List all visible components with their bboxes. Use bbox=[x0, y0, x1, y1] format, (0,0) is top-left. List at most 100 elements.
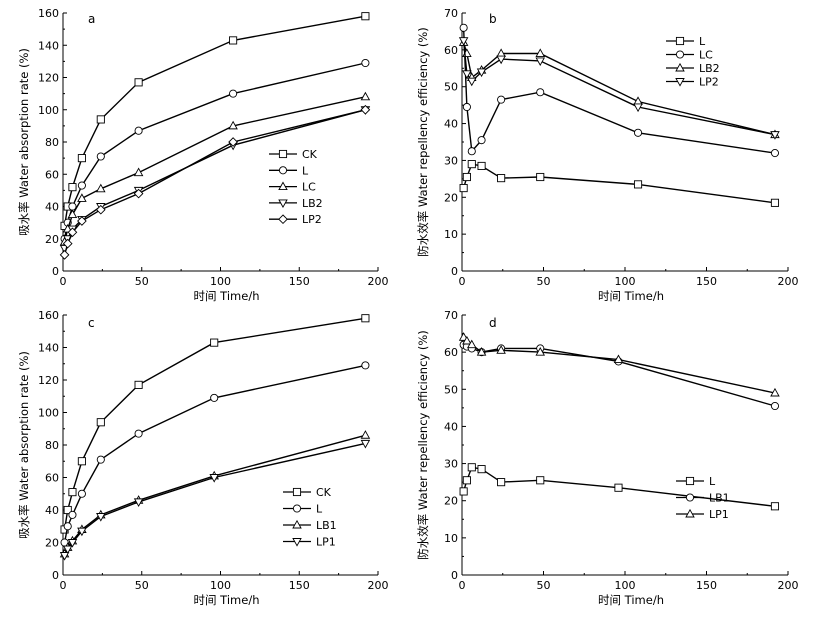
data-point bbox=[68, 510, 77, 519]
legend-label: CK bbox=[316, 486, 332, 499]
data-point bbox=[467, 160, 476, 169]
series-L bbox=[459, 463, 780, 511]
x-tick-label: 0 bbox=[60, 579, 67, 592]
legend-marker bbox=[292, 538, 302, 547]
x-tick-label: 200 bbox=[368, 275, 389, 288]
data-point bbox=[229, 89, 238, 98]
y-axis-title: 防水效率 Water repellency efficiency (%) bbox=[416, 27, 430, 257]
y-tick-label: 50 bbox=[444, 81, 458, 94]
data-point bbox=[59, 250, 70, 260]
data-point bbox=[59, 552, 70, 561]
x-tick-label: 100 bbox=[615, 275, 636, 288]
data-point bbox=[134, 126, 143, 135]
data-point bbox=[770, 131, 780, 140]
data-point bbox=[497, 95, 506, 104]
legend-item: LB1 bbox=[283, 519, 337, 532]
x-tick-label: 100 bbox=[210, 275, 231, 288]
data-point bbox=[477, 465, 486, 474]
legend-item: LC bbox=[666, 49, 713, 62]
legend-label: LC bbox=[699, 49, 713, 62]
y-tick-label: 160 bbox=[38, 7, 59, 20]
y-tick-label: 40 bbox=[45, 201, 59, 214]
legend-marker bbox=[675, 36, 685, 46]
legend-item: LP2 bbox=[666, 76, 719, 89]
series-line bbox=[63, 109, 366, 249]
y-tick-label: 0 bbox=[451, 265, 458, 278]
data-point bbox=[536, 476, 545, 485]
x-axis-title: 时间 Time/h bbox=[194, 593, 260, 607]
y-tick-label: 20 bbox=[45, 537, 59, 550]
y-tick-label: 120 bbox=[38, 374, 59, 387]
data-point bbox=[67, 209, 78, 219]
data-point bbox=[361, 314, 370, 323]
data-point bbox=[63, 522, 72, 531]
data-point bbox=[496, 55, 506, 65]
x-tick-label: 200 bbox=[778, 579, 799, 592]
data-point bbox=[458, 37, 469, 46]
data-point bbox=[96, 183, 106, 193]
series-CK bbox=[60, 314, 370, 534]
legend-label: LB1 bbox=[316, 519, 337, 532]
y-tick-label: 30 bbox=[444, 458, 458, 471]
data-point bbox=[133, 498, 144, 508]
data-point bbox=[96, 418, 105, 427]
legend-marker bbox=[685, 508, 695, 518]
y-tick-label: 140 bbox=[38, 342, 59, 355]
data-point bbox=[770, 198, 780, 207]
legend-marker bbox=[278, 214, 288, 225]
data-point bbox=[210, 393, 219, 402]
panel-letter: b bbox=[489, 12, 497, 26]
data-point bbox=[497, 478, 506, 487]
y-tick-label: 0 bbox=[52, 569, 59, 582]
data-point bbox=[96, 513, 106, 522]
chart-panel-c: 0 50 100 150 200 0 20 40 60 80 100 120 140 160 时间 Time… bbox=[17, 309, 389, 607]
legend-marker bbox=[278, 166, 288, 175]
data-point bbox=[77, 154, 86, 163]
legend-marker bbox=[292, 519, 302, 529]
series-LB2 bbox=[59, 106, 371, 254]
data-point bbox=[535, 347, 546, 356]
y-axis-title: 吸水率 Water absorption rate (%) bbox=[17, 351, 31, 539]
legend-label: LB2 bbox=[699, 62, 720, 75]
data-point bbox=[770, 502, 780, 511]
data-point bbox=[462, 172, 471, 182]
y-tick-label: 10 bbox=[444, 228, 458, 241]
data-point bbox=[360, 430, 371, 439]
chart-panel-a: 0 50 100 150 200 0 20 40 60 80 100 120 140 160 时间 Time… bbox=[17, 7, 389, 303]
y-tick-label: 60 bbox=[444, 346, 458, 359]
panel-letter: c bbox=[88, 316, 95, 330]
data-point bbox=[633, 128, 643, 137]
data-point bbox=[535, 57, 546, 67]
legend-item: LP1 bbox=[283, 536, 336, 549]
series-L bbox=[459, 160, 780, 207]
data-point bbox=[477, 136, 486, 145]
data-point bbox=[360, 91, 371, 101]
y-tick-label: 60 bbox=[45, 472, 59, 485]
legend-label: L bbox=[302, 164, 309, 177]
series-line bbox=[463, 344, 776, 407]
legend-item: L bbox=[283, 503, 323, 516]
data-point bbox=[462, 70, 472, 79]
data-point bbox=[77, 527, 87, 537]
series-LB2 bbox=[458, 37, 780, 139]
legend-label: LP1 bbox=[316, 536, 336, 549]
x-tick-label: 150 bbox=[289, 579, 310, 592]
legend-item: LB2 bbox=[666, 62, 720, 75]
legend-marker bbox=[685, 493, 695, 502]
y-tick-label: 0 bbox=[52, 265, 59, 278]
x-tick-label: 50 bbox=[135, 275, 149, 288]
x-tick-label: 200 bbox=[778, 275, 799, 288]
x-tick-label: 100 bbox=[210, 579, 231, 592]
data-point bbox=[459, 184, 468, 193]
data-point bbox=[96, 152, 105, 161]
series-L bbox=[60, 361, 370, 547]
data-point bbox=[134, 380, 143, 389]
data-point bbox=[361, 58, 370, 68]
legend-item: LP1 bbox=[676, 508, 729, 521]
data-point bbox=[134, 429, 143, 438]
data-point bbox=[497, 174, 506, 183]
x-tick-label: 0 bbox=[459, 275, 466, 288]
x-tick-label: 50 bbox=[135, 579, 149, 592]
x-tick-label: 50 bbox=[537, 579, 551, 592]
y-tick-label: 10 bbox=[444, 532, 458, 545]
